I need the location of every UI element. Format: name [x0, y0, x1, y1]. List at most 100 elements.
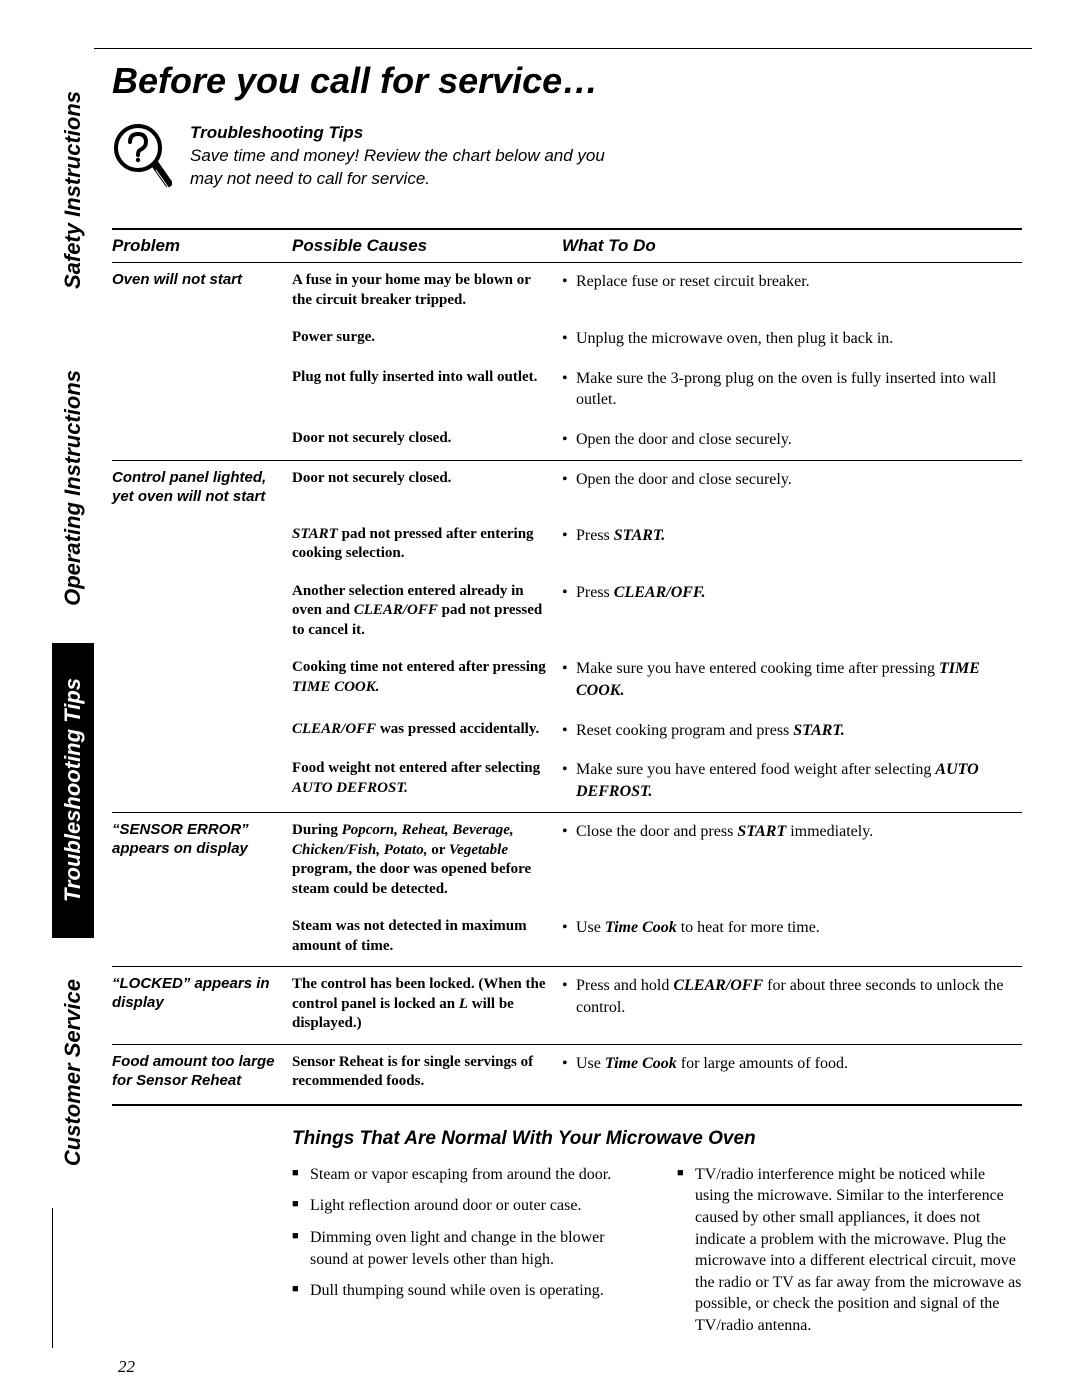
magnifier-question-icon — [112, 122, 172, 202]
cell-problem — [112, 650, 292, 711]
action-text: Use Time Cook for large amounts of food. — [562, 1053, 1010, 1075]
sidebar-tab: Operating Instructions — [52, 333, 94, 643]
cell-cause: Sensor Reheat is for single servings of … — [292, 1044, 562, 1105]
cause-text: Door not securely closed. — [292, 429, 550, 449]
action-text: Press START. — [562, 525, 1010, 547]
action-text: Press and hold CLEAR/OFF for about three… — [562, 975, 1010, 1018]
action-text: Make sure you have entered food weight a… — [562, 759, 1010, 802]
normal-item: Light reflection around door or outer ca… — [292, 1195, 637, 1217]
normal-columns: Steam or vapor escaping from around the … — [112, 1164, 1022, 1347]
cell-cause: Door not securely closed. — [292, 421, 562, 461]
cause-text: CLEAR/OFF was pressed accidentally. — [292, 720, 550, 740]
table-row: START pad not pressed after entering coo… — [112, 517, 1022, 574]
sidebar-tab-label: Troubleshooting Tips — [60, 678, 86, 902]
normal-item: Steam or vapor escaping from around the … — [292, 1164, 637, 1186]
page-title: Before you call for service… — [112, 60, 1022, 102]
problem-text: “SENSOR ERROR” appears on display — [112, 821, 280, 859]
problem-text: “LOCKED” appears in display — [112, 975, 280, 1013]
table-row: Cooking time not entered after pressing … — [112, 650, 1022, 711]
cell-action: Make sure you have entered cooking time … — [562, 650, 1022, 711]
cell-action: Reset cooking program and press START. — [562, 712, 1022, 752]
cell-action: Replace fuse or reset circuit breaker. — [562, 263, 1022, 321]
normal-col-left: Steam or vapor escaping from around the … — [292, 1164, 637, 1347]
normal-item: Dimming oven light and change in the blo… — [292, 1227, 637, 1270]
cell-action: Press and hold CLEAR/OFF for about three… — [562, 967, 1022, 1045]
action-text: Unplug the microwave oven, then plug it … — [562, 328, 1010, 350]
cell-problem: “SENSOR ERROR” appears on display — [112, 813, 292, 910]
cause-text: Sensor Reheat is for single servings of … — [292, 1053, 550, 1092]
tips-row: Troubleshooting Tips Save time and money… — [112, 122, 1022, 202]
cell-action: Open the door and close securely. — [562, 421, 1022, 461]
cause-text: Door not securely closed. — [292, 469, 550, 489]
page-number: 22 — [118, 1357, 135, 1377]
cell-cause: Power surge. — [292, 320, 562, 360]
sidebar-tab-label: Customer Service — [60, 979, 86, 1166]
cell-cause: A fuse in your home may be blown or the … — [292, 263, 562, 321]
cell-cause: Another selection entered already in ove… — [292, 574, 562, 651]
table-row: Food weight not entered after selecting … — [112, 751, 1022, 813]
tips-body: Save time and money! Review the chart be… — [190, 146, 605, 188]
problem-text: Control panel lighted, yet oven will not… — [112, 469, 280, 507]
action-text: Press CLEAR/OFF. — [562, 582, 1010, 604]
cell-problem — [112, 360, 292, 421]
cell-problem — [112, 421, 292, 461]
table-row: Food amount too large for Sensor Reheat S… — [112, 1044, 1022, 1105]
action-text: Make sure you have entered cooking time … — [562, 658, 1010, 701]
action-text: Reset cooking program and press START. — [562, 720, 1010, 742]
cause-text: The control has been locked. (When the c… — [292, 975, 550, 1034]
cell-problem: “LOCKED” appears in display — [112, 967, 292, 1045]
sidebar-tab: Safety Instructions — [52, 48, 94, 333]
sidebar-tab-label: Safety Instructions — [60, 91, 86, 289]
table-row: Steam was not detected in maximum amount… — [112, 909, 1022, 967]
cell-action: Use Time Cook for large amounts of food. — [562, 1044, 1022, 1105]
cell-problem — [112, 712, 292, 752]
cell-problem — [112, 320, 292, 360]
table-row: Oven will not start A fuse in your home m… — [112, 263, 1022, 321]
table-row: CLEAR/OFF was pressed accidentally. Reset… — [112, 712, 1022, 752]
cause-text: Cooking time not entered after pressing … — [292, 658, 550, 697]
cell-action: Use Time Cook to heat for more time. — [562, 909, 1022, 967]
cell-problem: Control panel lighted, yet oven will not… — [112, 461, 292, 517]
sidebar-tab: Troubleshooting Tips — [52, 643, 94, 938]
cell-cause: Cooking time not entered after pressing … — [292, 650, 562, 711]
normal-section: Things That Are Normal With Your Microwa… — [112, 1128, 1022, 1347]
th-action: What To Do — [562, 229, 1022, 263]
troubleshooting-table: Problem Possible Causes What To Do Oven … — [112, 228, 1022, 1106]
table-row: Power surge. Unplug the microwave oven, t… — [112, 320, 1022, 360]
table-row: Another selection entered already in ove… — [112, 574, 1022, 651]
cell-cause: START pad not pressed after entering coo… — [292, 517, 562, 574]
normal-item: TV/radio interference might be noticed w… — [677, 1164, 1022, 1337]
tips-heading: Troubleshooting Tips — [190, 123, 363, 142]
problem-text: Food amount too large for Sensor Reheat — [112, 1053, 280, 1091]
cell-cause: CLEAR/OFF was pressed accidentally. — [292, 712, 562, 752]
cell-cause: During Popcorn, Reheat, Beverage, Chicke… — [292, 813, 562, 910]
cell-problem — [112, 517, 292, 574]
sidebar-tabs: Safety Instructions Operating Instruction… — [52, 48, 94, 1348]
cause-text: Plug not fully inserted into wall outlet… — [292, 368, 550, 388]
problem-text: Oven will not start — [112, 271, 280, 290]
th-problem: Problem — [112, 229, 292, 263]
table-body: Oven will not start A fuse in your home m… — [112, 263, 1022, 1105]
table-row: Plug not fully inserted into wall outlet… — [112, 360, 1022, 421]
th-causes: Possible Causes — [292, 229, 562, 263]
table-row: Door not securely closed. Open the door a… — [112, 421, 1022, 461]
table-row: Control panel lighted, yet oven will not… — [112, 461, 1022, 517]
tips-text: Troubleshooting Tips Save time and money… — [190, 122, 610, 191]
sidebar-tab-label: Operating Instructions — [60, 370, 86, 606]
action-text: Close the door and press START immediate… — [562, 821, 1010, 843]
cause-text: Power surge. — [292, 328, 550, 348]
cell-action: Press START. — [562, 517, 1022, 574]
cell-problem — [112, 751, 292, 813]
cell-cause: The control has been locked. (When the c… — [292, 967, 562, 1045]
action-text: Use Time Cook to heat for more time. — [562, 917, 1010, 939]
cause-text: During Popcorn, Reheat, Beverage, Chicke… — [292, 821, 550, 899]
cell-problem — [112, 909, 292, 967]
cell-action: Close the door and press START immediate… — [562, 813, 1022, 910]
cell-cause: Steam was not detected in maximum amount… — [292, 909, 562, 967]
action-text: Open the door and close securely. — [562, 429, 1010, 451]
cell-cause: Plug not fully inserted into wall outlet… — [292, 360, 562, 421]
cause-text: Steam was not detected in maximum amount… — [292, 917, 550, 956]
table-header-row: Problem Possible Causes What To Do — [112, 229, 1022, 263]
table-row: “SENSOR ERROR” appears on display During … — [112, 813, 1022, 910]
cell-problem: Oven will not start — [112, 263, 292, 321]
